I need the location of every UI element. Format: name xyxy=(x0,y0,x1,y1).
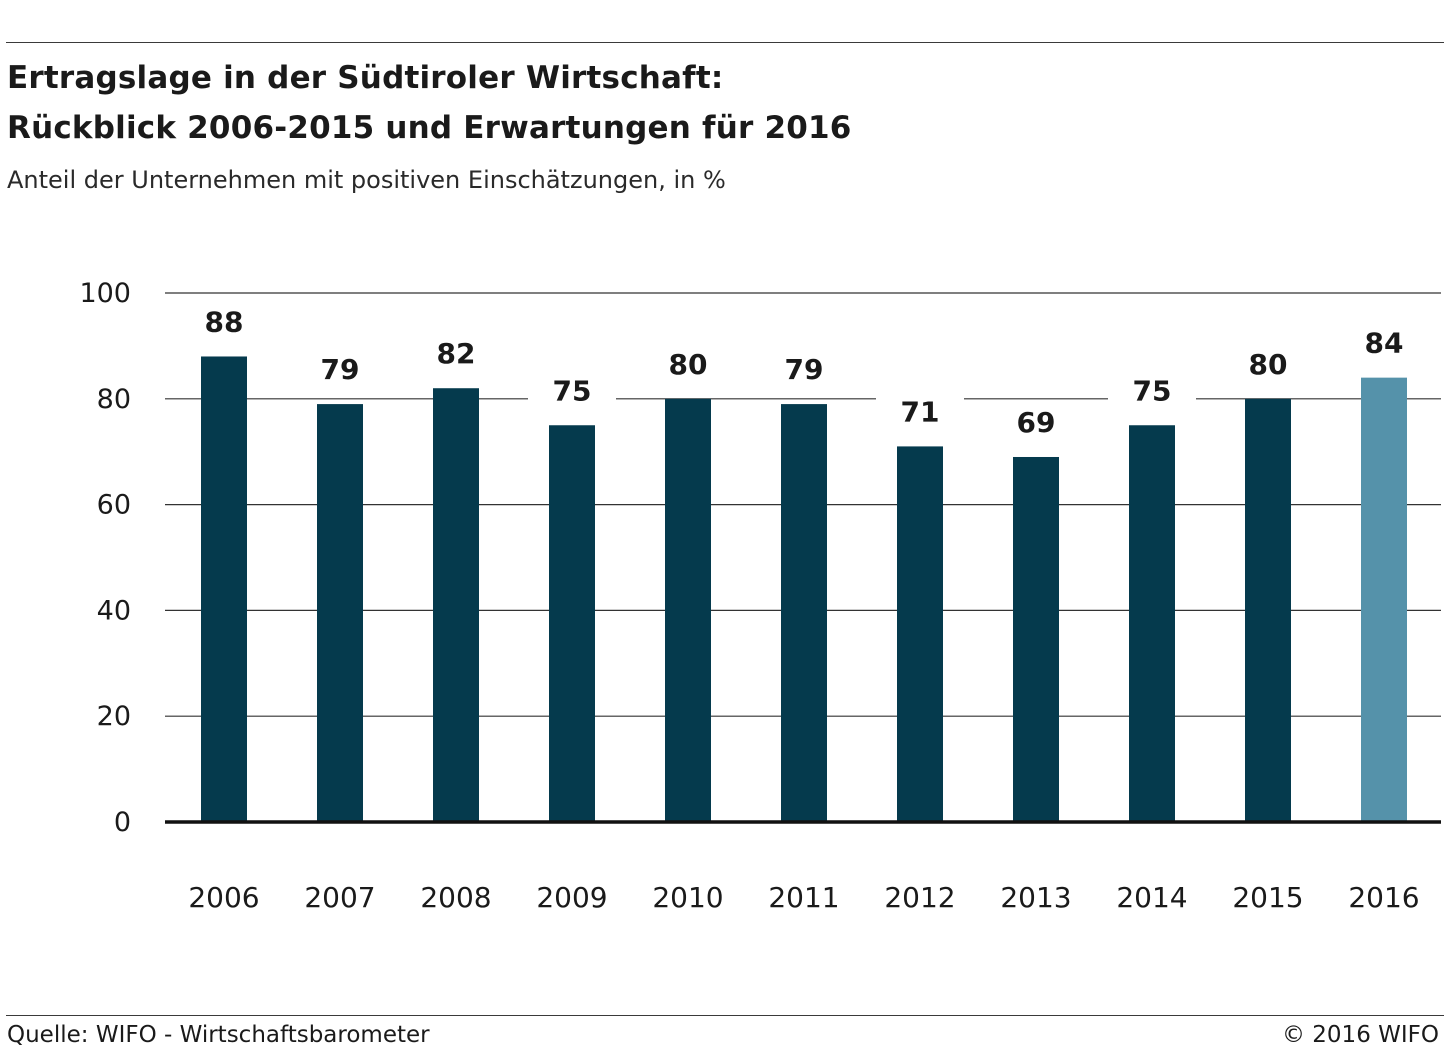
bar-2006 xyxy=(201,356,247,822)
source-note: Quelle: WIFO - Wirtschaftsbarometer xyxy=(7,1022,430,1048)
bar-2016 xyxy=(1361,377,1407,822)
y-tick-label: 100 xyxy=(79,278,131,309)
data-label-background xyxy=(760,349,848,392)
y-axis-ticks: 0 20 40 60 80 100 xyxy=(79,278,131,838)
bar-2009 xyxy=(549,425,595,822)
data-label-background xyxy=(1224,343,1312,386)
data-label-2013: 69 xyxy=(1017,406,1056,439)
x-tick-label: 2016 xyxy=(1348,881,1419,914)
bottom-rule xyxy=(6,1015,1444,1016)
data-label-background xyxy=(412,333,500,376)
bar-2013 xyxy=(1013,456,1059,822)
chart-title-line-1: Ertragslage in der Südtiroler Wirtschaft… xyxy=(7,60,724,96)
data-label-background xyxy=(1340,322,1428,365)
bar-2012 xyxy=(897,446,943,822)
x-tick-label: 2012 xyxy=(884,881,955,914)
bar-2007 xyxy=(317,404,363,822)
data-label-2010: 80 xyxy=(669,348,708,381)
y-tick-label: 20 xyxy=(97,701,131,732)
bar-2015 xyxy=(1245,398,1291,822)
data-label-2016: 84 xyxy=(1365,327,1404,360)
data-label-2009: 75 xyxy=(553,374,592,407)
x-tick-label: 2007 xyxy=(304,881,375,914)
data-label-2006: 88 xyxy=(205,305,244,338)
data-label-background xyxy=(180,301,268,344)
bars xyxy=(201,356,1407,822)
x-axis-ticks: 2006 2007 2008 2009 2010 2011 2012 2013 2014 2015… xyxy=(188,881,1419,914)
x-tick-label: 2011 xyxy=(768,881,839,914)
data-label-background xyxy=(992,401,1080,444)
bar-2011 xyxy=(781,404,827,822)
copyright-note: © 2016 WIFO xyxy=(1281,1022,1439,1048)
y-tick-label: 60 xyxy=(97,490,131,521)
data-label-2008: 82 xyxy=(437,337,476,370)
bar-2008 xyxy=(433,388,479,822)
data-label-background xyxy=(644,343,732,386)
x-tick-label: 2015 xyxy=(1232,881,1303,914)
x-tick-label: 2014 xyxy=(1116,881,1187,914)
data-label-2015: 80 xyxy=(1249,348,1288,381)
x-tick-label: 2009 xyxy=(536,881,607,914)
data-label-background xyxy=(528,370,616,413)
y-tick-label: 40 xyxy=(97,595,131,626)
bar-2014 xyxy=(1129,425,1175,822)
data-label-2012: 71 xyxy=(901,395,940,428)
x-tick-label: 2008 xyxy=(420,881,491,914)
data-label-background xyxy=(1108,370,1196,413)
data-label-background xyxy=(296,349,384,392)
top-rule xyxy=(6,42,1444,43)
data-label-2007: 79 xyxy=(321,353,360,386)
data-labels: 88 79 82 75 80 79 71 69 75 80 84 xyxy=(180,301,1428,444)
data-label-background xyxy=(876,391,964,434)
chart-title-line-2: Rückblick 2006-2015 und Erwartungen für … xyxy=(7,110,852,146)
y-tick-label: 0 xyxy=(114,807,131,838)
data-label-2011: 79 xyxy=(785,353,824,386)
x-tick-label: 2006 xyxy=(188,881,259,914)
x-tick-label: 2013 xyxy=(1000,881,1071,914)
bar-chart: 0 20 40 60 80 100 88 79 82 75 80 79 71 69 75 80 84 2006… xyxy=(79,278,1441,914)
x-tick-label: 2010 xyxy=(652,881,723,914)
bar-2010 xyxy=(665,398,711,822)
data-label-2014: 75 xyxy=(1133,374,1172,407)
chart-subtitle: Anteil der Unternehmen mit positiven Ein… xyxy=(7,166,726,194)
y-tick-label: 80 xyxy=(97,384,131,415)
